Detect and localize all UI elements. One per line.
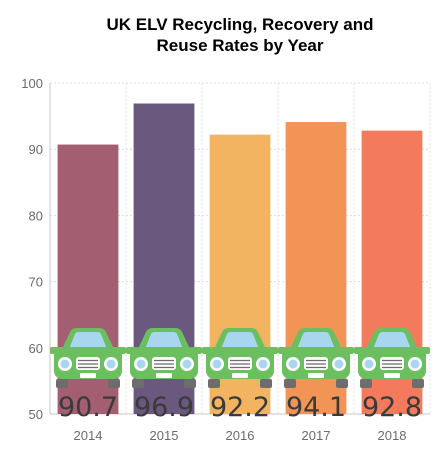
y-tick-label: 90 <box>29 142 43 157</box>
car-windshield <box>373 332 411 349</box>
car-windshield <box>145 332 183 349</box>
value-label: 92.2 <box>210 392 270 423</box>
car-icon <box>354 328 430 388</box>
y-tick-label: 80 <box>29 208 43 223</box>
car-headlight-left-lens <box>60 359 70 369</box>
car-wheel-right <box>260 379 272 388</box>
car-plate <box>156 373 172 378</box>
car-wheel-left <box>132 379 144 388</box>
car-windshield <box>297 332 335 349</box>
car-icon <box>202 328 278 388</box>
car-icon <box>50 328 126 388</box>
car-headlight-right-lens <box>106 359 116 369</box>
car-wheel-right <box>184 379 196 388</box>
x-tick-label: 2018 <box>378 428 407 443</box>
car-plate <box>232 373 248 378</box>
car-headlight-right-lens <box>258 359 268 369</box>
car-icon <box>278 328 354 388</box>
value-label: 96.9 <box>134 392 194 423</box>
value-label: 92.8 <box>362 392 422 423</box>
chart-title-line-1: UK ELV Recycling, Recovery and <box>106 15 374 34</box>
y-tick-label: 60 <box>29 341 43 356</box>
chart-title: UK ELV Recycling, Recovery and Reuse Rat… <box>0 14 447 56</box>
car-plate <box>384 373 400 378</box>
car-wheel-right <box>336 379 348 388</box>
x-tick-label: 2017 <box>302 428 331 443</box>
car-headlight-left-lens <box>288 359 298 369</box>
value-label: 90.7 <box>58 392 118 423</box>
car-wheel-right <box>108 379 120 388</box>
car-headlight-right-lens <box>334 359 344 369</box>
car-wheel-left <box>56 379 68 388</box>
value-label: 94.1 <box>286 392 346 423</box>
car-icon <box>126 328 202 388</box>
x-tick-label: 2016 <box>226 428 255 443</box>
car-windshield <box>221 332 259 349</box>
car-wheel-right <box>412 379 424 388</box>
chart-title-line-2: Reuse Rates by Year <box>156 36 324 55</box>
car-headlight-right-lens <box>410 359 420 369</box>
car-wheel-left <box>360 379 372 388</box>
x-tick-label: 2015 <box>150 428 179 443</box>
y-tick-label: 50 <box>29 407 43 422</box>
y-tick-label: 100 <box>21 76 43 91</box>
car-wheel-left <box>284 379 296 388</box>
x-tick-label: 2014 <box>74 428 103 443</box>
car-headlight-left-lens <box>212 359 222 369</box>
car-windshield <box>69 332 107 349</box>
car-headlight-left-lens <box>364 359 374 369</box>
car-plate <box>80 373 96 378</box>
car-wheel-left <box>208 379 220 388</box>
car-plate <box>308 373 324 378</box>
car-headlight-left-lens <box>136 359 146 369</box>
y-tick-label: 70 <box>29 275 43 290</box>
car-headlight-right-lens <box>182 359 192 369</box>
